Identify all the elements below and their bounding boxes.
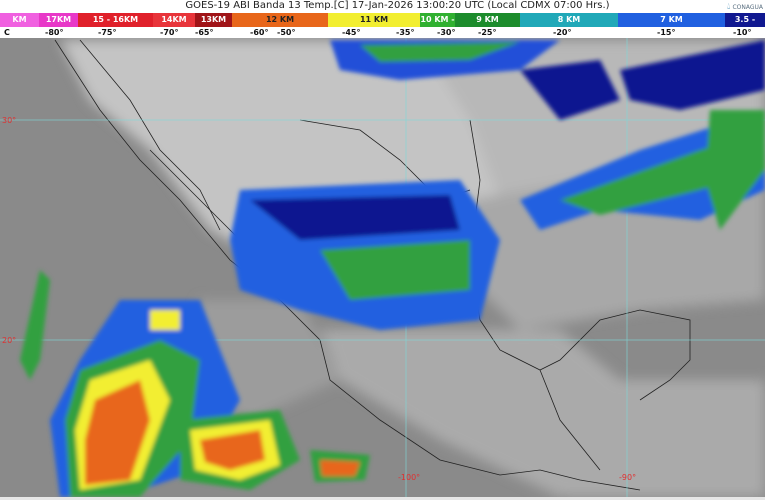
scale-segment: 13KM <box>195 13 232 27</box>
lat-label-20: 20° <box>2 336 16 345</box>
image-title: GOES-19 ABI Banda 13 Temp.[C] 17-Jan-202… <box>0 0 765 12</box>
logo-text: CONAGUA <box>732 4 763 11</box>
unit-label: C <box>4 28 10 37</box>
temperature-tick: -20° <box>553 28 572 37</box>
color-scale-bar: KM 17KM 15 - 16KM 14KM 13KM 12 KM 11 KM 10 KM -… <box>0 13 765 27</box>
lon-label-100: -100° <box>398 473 420 482</box>
temperature-tick: -25° <box>478 28 497 37</box>
scale-segment: 12 KM <box>232 13 328 27</box>
temperature-tick: -80° <box>45 28 64 37</box>
temperature-scale: C -80° -75° -70° -65° -60° -50° -45° -35° -30° -2… <box>0 27 765 38</box>
temperature-tick: -70° <box>160 28 179 37</box>
temperature-tick: -15° <box>657 28 676 37</box>
temperature-tick: -10° <box>733 28 752 37</box>
bottom-border <box>0 497 765 500</box>
conagua-logo: 💧︎ CONAGUA <box>719 0 765 14</box>
water-drop-icon: 💧︎ <box>726 2 731 12</box>
satellite-map: 30° 20° -100° -90° <box>0 38 765 497</box>
temperature-tick: -50° <box>277 28 296 37</box>
temperature-tick: -30° <box>437 28 456 37</box>
scale-segment: KM <box>0 13 39 27</box>
scale-segment: 14KM <box>153 13 195 27</box>
temperature-tick: -65° <box>195 28 214 37</box>
scale-segment: 11 KM <box>328 13 420 27</box>
temperature-tick: -35° <box>396 28 415 37</box>
scale-segment: 8 KM <box>520 13 618 27</box>
temperature-tick: -75° <box>98 28 117 37</box>
lon-label-90: -90° <box>619 473 636 482</box>
scale-segment: 3.5 - <box>725 13 765 27</box>
cold-cloud-tops <box>20 40 765 497</box>
scale-segment: 10 KM - <box>420 13 455 27</box>
temperature-tick: -60° <box>250 28 269 37</box>
scale-segment: 17KM <box>39 13 78 27</box>
temperature-tick: -45° <box>342 28 361 37</box>
lat-label-30: 30° <box>2 116 16 125</box>
scale-segment: 15 - 16KM <box>78 13 153 27</box>
scale-segment: 7 KM <box>618 13 725 27</box>
scale-segment: 9 KM <box>455 13 520 27</box>
